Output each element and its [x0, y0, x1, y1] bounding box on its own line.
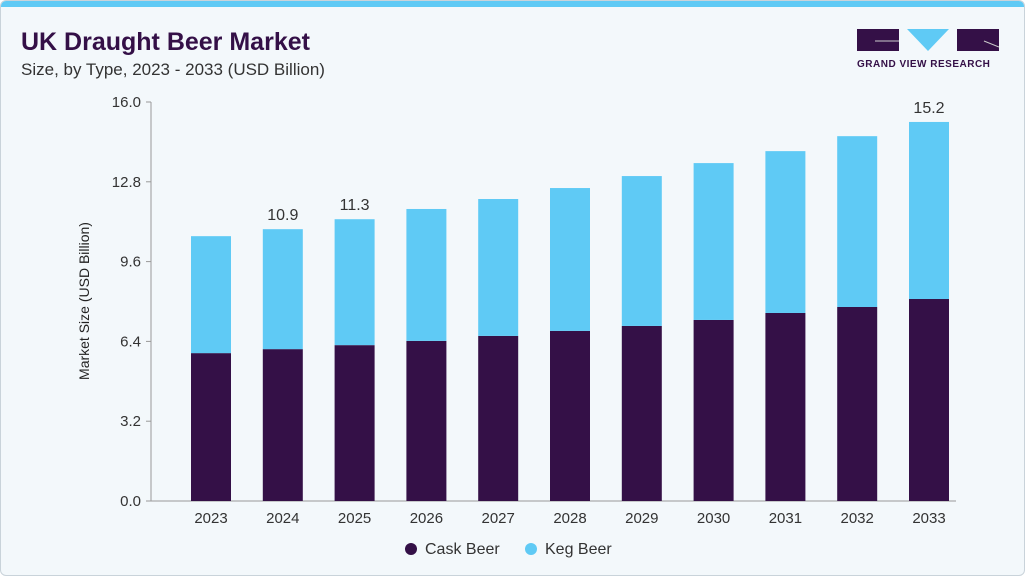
y-tick-label: 16.0	[112, 94, 141, 111]
legend-label: Keg Beer	[545, 541, 612, 558]
data-label-2025: 11.3	[340, 197, 370, 214]
data-label-2024: 10.9	[267, 207, 298, 224]
bar-cask-beer-2028	[550, 330, 590, 501]
bar-keg-beer-2027	[478, 199, 519, 336]
y-tick-label: 0.0	[120, 493, 141, 510]
bar-cask-beer-2029	[621, 325, 662, 501]
bar-cask-beer-2030	[693, 319, 734, 501]
y-tick-label: 9.6	[120, 254, 141, 271]
x-tick-label: 2025	[338, 510, 371, 527]
x-tick-label: 2027	[482, 510, 515, 527]
logo-text: GRAND VIEW RESEARCH	[857, 59, 991, 70]
bar-keg-beer-2030	[693, 163, 734, 320]
grand-view-research-logo	[857, 29, 999, 51]
bar-keg-beer-2031	[765, 151, 806, 313]
bar-cask-beer-2031	[765, 312, 806, 501]
bar-cask-beer-2027	[478, 335, 519, 501]
y-tick-label: 6.4	[120, 333, 141, 350]
x-tick-label: 2024	[266, 510, 299, 527]
data-label-2033: 15.2	[913, 100, 944, 117]
bar-keg-beer-2032	[837, 136, 878, 307]
legend-marker-cask-beer	[405, 543, 417, 555]
bar-cask-beer-2023	[191, 353, 231, 501]
x-tick-label: 2026	[410, 510, 443, 527]
bar-keg-beer-2025	[334, 219, 375, 346]
y-tick-label: 3.2	[120, 413, 141, 430]
bar-cask-beer-2033	[909, 299, 949, 501]
bar-cask-beer-2032	[837, 306, 878, 501]
legend-marker-keg-beer	[525, 543, 537, 555]
bar-cask-beer-2026	[406, 340, 447, 501]
x-tick-label: 2023	[194, 510, 227, 527]
x-tick-label: 2033	[912, 510, 945, 527]
bar-keg-beer-2033	[909, 121, 949, 300]
accent-stripe	[1, 1, 1024, 7]
bar-keg-beer-2023	[191, 236, 231, 354]
chart-title: UK Draught Beer Market	[21, 28, 310, 56]
bar-keg-beer-2029	[621, 176, 662, 326]
bar-cask-beer-2024	[262, 349, 303, 501]
bar-cask-beer-2025	[334, 345, 375, 501]
bar-keg-beer-2026	[406, 208, 447, 341]
x-tick-label: 2030	[697, 510, 730, 527]
y-tick-label: 12.8	[112, 174, 141, 191]
legend-label: Cask Beer	[425, 541, 500, 558]
x-tick-label: 2031	[769, 510, 802, 527]
y-axis-title: Market Size (USD Billion)	[76, 222, 92, 380]
x-tick-label: 2029	[625, 510, 658, 527]
chart-subtitle: Size, by Type, 2023 - 2033 (USD Billion)	[21, 60, 325, 79]
bar-keg-beer-2028	[550, 188, 590, 331]
x-tick-label: 2032	[841, 510, 874, 527]
x-tick-label: 2028	[553, 510, 586, 527]
bar-keg-beer-2024	[262, 229, 303, 350]
